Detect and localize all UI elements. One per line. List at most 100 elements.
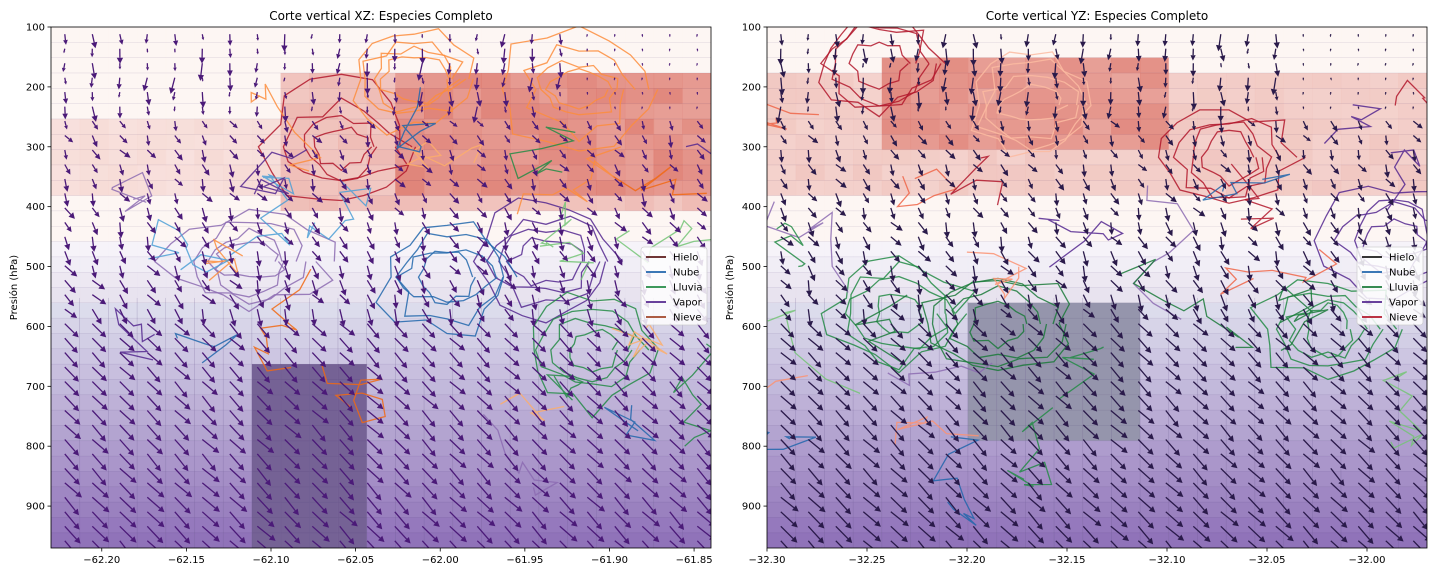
heat-cell: [108, 226, 138, 243]
wind-arrow-shaft: [972, 163, 980, 170]
wind-arrow-shaft: [91, 106, 96, 117]
wind-arrow-head: [641, 50, 644, 52]
wind-arrow-head: [72, 375, 79, 382]
wind-arrow-shaft: [586, 381, 598, 393]
wind-arrow-shaft: [807, 265, 814, 276]
wind-arrow-head: [1246, 51, 1249, 55]
heat-cell: [881, 502, 912, 518]
wind-arrow-head: [419, 245, 427, 252]
heat-cell: [452, 118, 482, 135]
wind-arrow-head: [1358, 125, 1363, 131]
wind-arrow-shaft: [1385, 366, 1397, 378]
wind-arrow-shaft: [366, 453, 380, 466]
wind-arrow-head: [421, 213, 427, 220]
wind-arrow-head: [99, 434, 106, 442]
wind-arrow-head: [228, 257, 234, 265]
wind-arrow-shaft: [1302, 323, 1314, 334]
heat-cell: [481, 502, 511, 518]
heat-cell: [795, 73, 825, 89]
wind-arrow-shaft: [862, 352, 875, 363]
contour-line: [501, 27, 659, 152]
heat-cell: [1082, 57, 1112, 74]
wind-arrow-head: [1306, 137, 1311, 142]
wind-arrow-head: [183, 522, 190, 530]
wind-arrow-head: [203, 124, 208, 129]
wind-arrow-shaft: [504, 352, 516, 363]
wind-arrow-shaft: [614, 352, 626, 364]
wind-arrow-shaft: [1082, 453, 1095, 467]
wind-arrow-shaft: [614, 424, 627, 436]
heat-cell: [395, 440, 425, 457]
wind-arrow-shaft: [1055, 236, 1063, 245]
wind-arrow-shaft: [1027, 192, 1033, 199]
wind-arrow-head: [483, 346, 490, 354]
wind-arrow-shaft: [835, 236, 839, 245]
wind-arrow-head: [376, 373, 383, 381]
heat-cell: [194, 302, 224, 319]
heat-cell: [1226, 27, 1256, 43]
wind-arrow-head: [378, 535, 385, 543]
wind-arrow-head: [394, 257, 401, 264]
wind-arrow-shaft: [1165, 439, 1177, 452]
wind-arrow-shaft: [669, 395, 682, 407]
wind-arrow-head: [1004, 151, 1010, 157]
wind-arrow-head: [1335, 315, 1342, 322]
heat-cell: [653, 425, 683, 442]
heat-cell: [481, 287, 511, 304]
heat-cell: [395, 134, 425, 151]
wind-arrow-shaft: [780, 149, 783, 158]
heat-cell: [194, 364, 224, 380]
contour-line: [1120, 258, 1255, 349]
heat-cell: [1254, 103, 1285, 120]
wind-arrow-shaft: [780, 236, 790, 244]
wind-arrow-shaft: [1082, 265, 1086, 277]
wind-arrow-head: [805, 157, 812, 164]
wind-arrow-shaft: [917, 280, 921, 290]
wind-arrow-shaft: [118, 77, 121, 85]
heat-cell: [194, 394, 224, 411]
wind-arrow-head: [209, 464, 216, 472]
heat-cell: [767, 517, 797, 534]
wind-arrow-shaft: [421, 395, 435, 406]
wind-arrow-head: [429, 375, 436, 383]
heat-cell: [481, 42, 511, 59]
wind-arrow-head: [891, 303, 898, 311]
wind-arrow-shaft: [449, 395, 462, 407]
wind-arrow-head: [180, 241, 187, 248]
wind-arrow-head: [1008, 345, 1016, 352]
wind-arrow-head: [232, 153, 239, 160]
wind-arrow-shaft: [91, 496, 106, 509]
wind-arrow-head: [1393, 449, 1400, 457]
wind-arrow-head: [541, 433, 548, 440]
wind-arrow-head: [506, 138, 511, 144]
wind-arrow-head: [1054, 83, 1060, 89]
wind-arrow-shaft: [1055, 294, 1058, 303]
wind-arrow-shaft: [917, 265, 925, 274]
wind-arrow-shaft: [284, 178, 287, 185]
heat-cell: [137, 134, 167, 151]
wind-arrow-shaft: [1220, 91, 1224, 101]
wind-arrow-head: [1228, 449, 1236, 456]
wind-arrow-head: [1121, 446, 1128, 454]
heat-cell: [1254, 73, 1285, 89]
wind-arrow-shaft: [339, 120, 343, 126]
wind-arrow-head: [339, 320, 346, 327]
contour-line: [500, 392, 565, 422]
wind-arrow-head: [1411, 156, 1417, 162]
heat-cell: [1226, 226, 1256, 243]
wind-arrow-shaft: [1082, 251, 1087, 262]
wind-arrow-shaft: [531, 410, 543, 423]
heat-cell: [767, 27, 797, 43]
wind-arrow-head: [347, 478, 355, 486]
wind-arrow-shaft: [1302, 366, 1315, 378]
wind-arrow-shaft: [890, 92, 893, 99]
wind-arrow-shaft: [780, 366, 793, 377]
wind-arrow-head: [1058, 183, 1065, 191]
wind-arrow-head: [130, 476, 137, 483]
wind-arrow-shaft: [1164, 48, 1167, 57]
wind-arrow-shaft: [64, 222, 70, 229]
wind-arrow-head: [981, 375, 988, 382]
wind-arrow-head: [972, 288, 979, 295]
heat-cell: [1340, 410, 1371, 426]
x-tick-label: −61.85: [676, 555, 713, 566]
